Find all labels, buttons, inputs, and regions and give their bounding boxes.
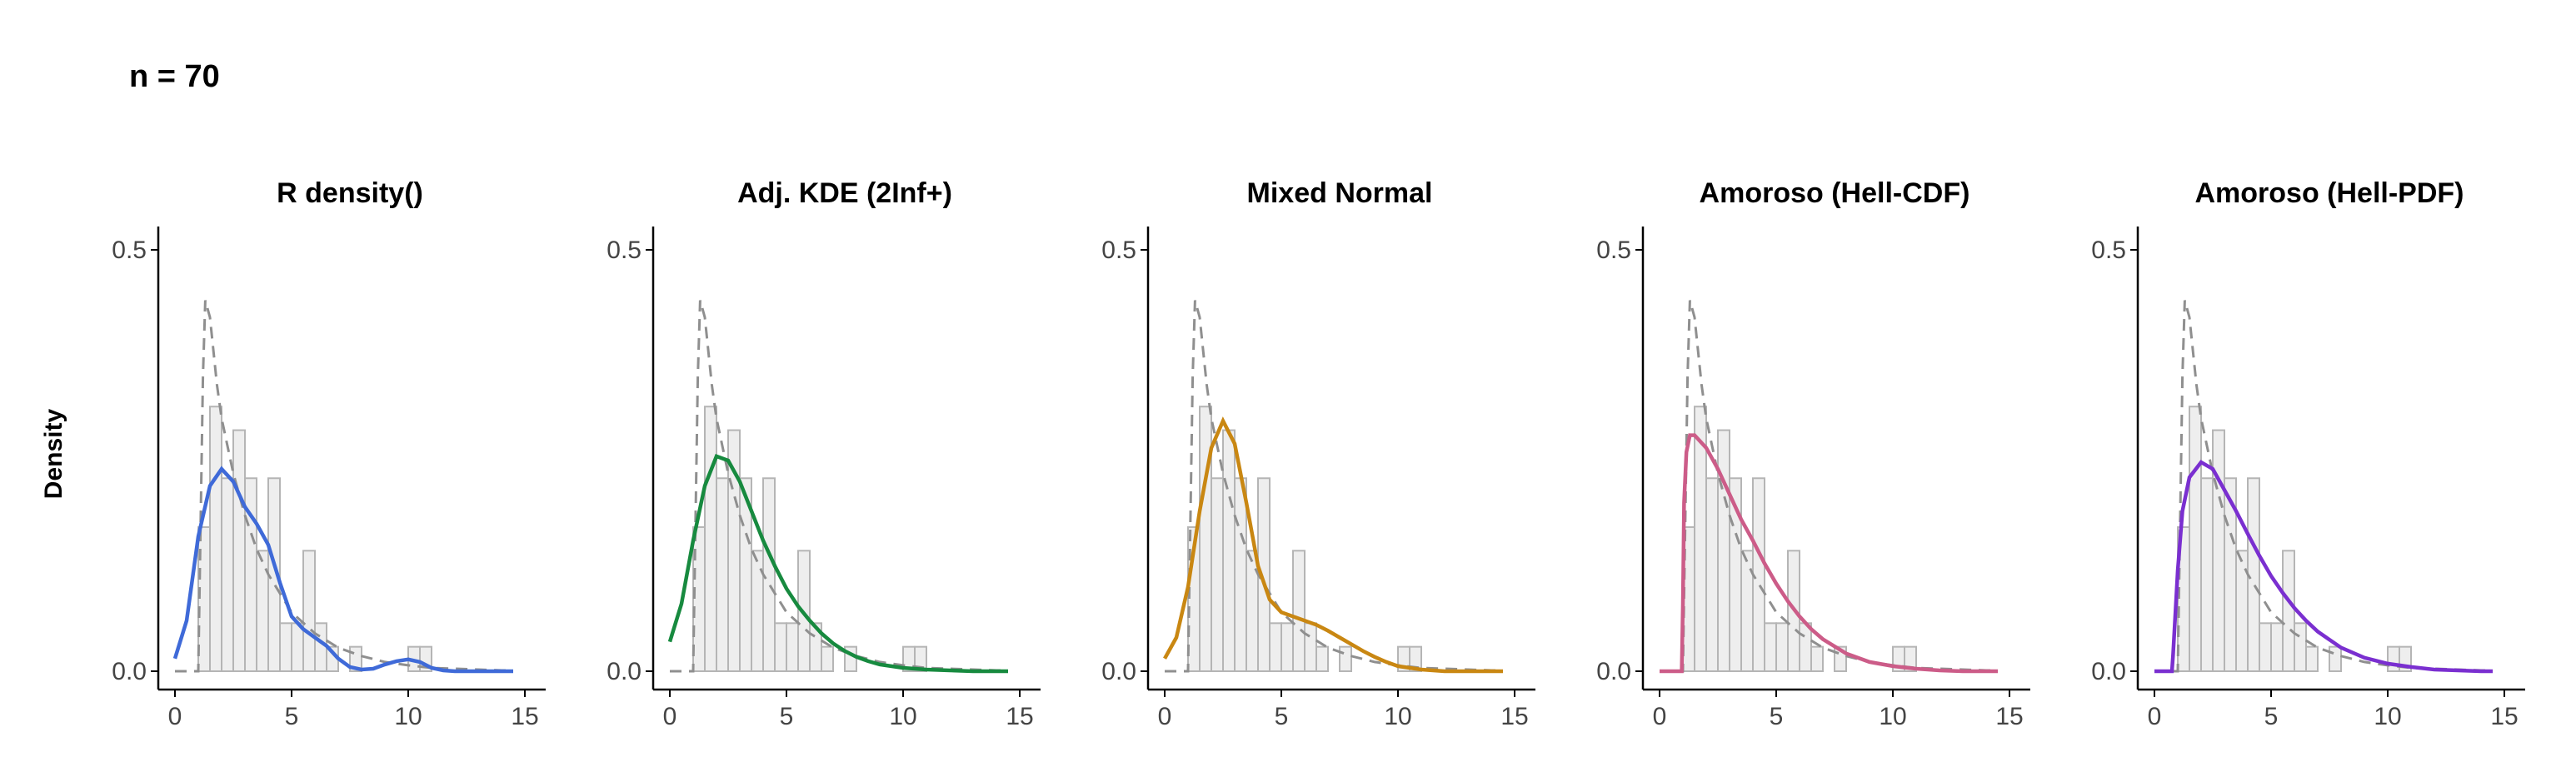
histogram-bar [1904, 645, 1917, 672]
histogram-bar [1339, 645, 1352, 672]
y-tick-label: 0.0 [2091, 658, 2126, 685]
panel-title: R density() [277, 177, 423, 209]
histogram-bar [2247, 477, 2260, 673]
histogram-bar [1775, 622, 1789, 672]
y-tick-label: 0.5 [1596, 237, 1631, 264]
x-tick-label: 5 [2264, 703, 2279, 730]
panels-container: R density() 0.0 0.5 0 5 10 15 Adj. KDE (2Inf+) 0… [112, 177, 2525, 730]
histogram-bar [2212, 429, 2225, 672]
x-tick-label: 10 [889, 703, 916, 730]
histogram-bar [774, 622, 787, 672]
histogram-bar [2259, 622, 2272, 672]
histogram-bar [2270, 622, 2284, 672]
estimated-density-curve [2154, 460, 2493, 674]
histogram-bar [2294, 622, 2307, 672]
x-tick-label: 5 [285, 703, 299, 730]
panel: R density() 0.0 0.5 0 5 10 15 [112, 177, 546, 730]
x-tick-label: 10 [394, 703, 422, 730]
x-tick-label: 15 [1995, 703, 2023, 730]
estimated-density-curve [1163, 416, 1503, 674]
panel: Adj. KDE (2Inf+) 0.0 0.5 0 5 10 15 [607, 177, 1041, 730]
x-tick-label: 5 [1275, 703, 1289, 730]
histogram-bar [704, 406, 717, 672]
reference-density-curve [175, 300, 513, 673]
histogram-bar [1281, 622, 1294, 672]
histogram-bar [1304, 622, 1317, 672]
histogram-bar [279, 622, 292, 672]
histogram-bar [1211, 477, 1224, 673]
histogram-bar [1717, 429, 1730, 672]
histogram-bar [1315, 645, 1329, 672]
histogram-bar [1269, 622, 1282, 672]
histogram-bar [314, 622, 327, 672]
estimated-density-curve [1660, 433, 1998, 674]
histogram-bar [914, 645, 927, 672]
x-tick-label: 15 [2490, 703, 2518, 730]
y-tick-label: 0.5 [2091, 237, 2126, 264]
x-tick-label: 15 [1500, 703, 1528, 730]
estimated-density-curve [172, 466, 513, 674]
y-tick-label: 0.5 [1101, 237, 1136, 264]
x-tick-label: 10 [1384, 703, 1411, 730]
histogram-bar [209, 406, 222, 672]
y-tick-label: 0.0 [607, 658, 642, 685]
histogram-bar [762, 477, 776, 673]
histogram-bar [232, 429, 246, 672]
y-tick-label: 0.0 [112, 658, 147, 685]
panel-title: Amoroso (Hell-PDF) [2195, 177, 2464, 209]
x-tick-label: 10 [1879, 703, 1906, 730]
histogram-bar [1234, 477, 1247, 673]
histogram-bar [221, 477, 234, 673]
y-tick-label: 0.0 [1596, 658, 1631, 685]
histogram-bar [1292, 550, 1305, 672]
y-tick-label: 0.5 [607, 237, 642, 264]
histogram-bar [692, 525, 706, 672]
histogram-bar [1810, 645, 1824, 672]
x-tick-label: 0 [2148, 703, 2162, 730]
x-tick-label: 5 [1770, 703, 1784, 730]
histogram-bar [2200, 477, 2214, 673]
histogram-bar [786, 622, 799, 672]
y-axis-label: Density [40, 409, 67, 500]
histogram-bar [2305, 645, 2319, 672]
y-tick-label: 0.0 [1101, 658, 1136, 685]
reference-density-curve [1165, 300, 1503, 673]
histogram-bar [2329, 645, 2342, 672]
histogram-bar [1752, 477, 1765, 673]
x-tick-label: 10 [2374, 703, 2401, 730]
histogram-bar [1799, 622, 1812, 672]
histogram-bar [1705, 477, 1719, 673]
histogram-bar [2189, 406, 2202, 672]
histogram-bar [1764, 622, 1777, 672]
histogram-bar [821, 645, 834, 672]
x-tick-label: 0 [663, 703, 677, 730]
x-tick-label: 15 [511, 703, 538, 730]
estimated-density-curve [667, 454, 1008, 674]
panel-title: Mixed Normal [1247, 177, 1433, 209]
x-tick-label: 15 [1006, 703, 1033, 730]
panel-title: Amoroso (Hell-CDF) [1700, 177, 1970, 209]
histogram-bar [1199, 406, 1212, 672]
x-tick-label: 0 [1158, 703, 1172, 730]
panel: Amoroso (Hell-CDF) 0.0 0.5 0 5 10 15 [1596, 177, 2030, 730]
histogram-bar [716, 477, 729, 673]
x-tick-label: 0 [168, 703, 182, 730]
x-tick-label: 0 [1653, 703, 1667, 730]
panel: Mixed Normal 0.0 0.5 0 5 10 15 [1101, 177, 1535, 730]
histogram-bar [197, 525, 211, 672]
figure-title: n = 70 [129, 59, 220, 94]
histogram-bar [291, 622, 304, 672]
histogram-bar [302, 550, 316, 672]
panel: Amoroso (Hell-PDF) 0.0 0.5 0 5 10 15 [2091, 177, 2525, 730]
histogram-bar [1222, 429, 1236, 672]
histogram-bar [2282, 550, 2295, 672]
y-tick-label: 0.5 [112, 237, 147, 264]
histogram-bar [1409, 645, 1422, 672]
panel-title: Adj. KDE (2Inf+) [737, 177, 952, 209]
x-tick-label: 5 [780, 703, 794, 730]
